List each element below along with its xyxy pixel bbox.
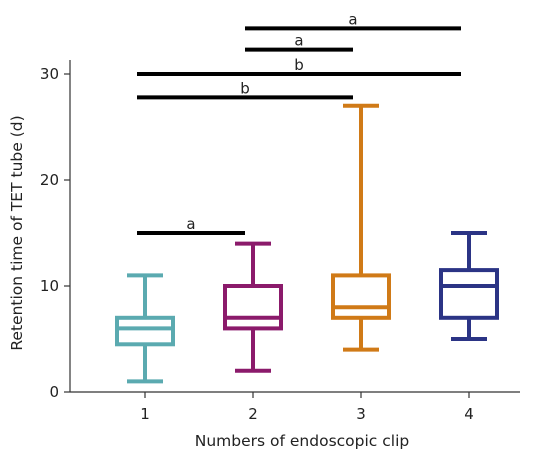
y-tick-label: 20 (40, 171, 59, 189)
y-tick-label: 30 (40, 65, 59, 83)
box-1 (115, 273, 175, 384)
iqr-box (439, 268, 499, 320)
y-axis-label: Retention time of TET tube (d) (8, 115, 26, 350)
significance-label: a (294, 32, 303, 50)
box-2 (223, 241, 283, 373)
significance-label: b (240, 79, 250, 97)
boxes (115, 103, 499, 384)
iqr-box (331, 273, 391, 320)
x-axis-label: Numbers of endoscopic clip (195, 432, 409, 450)
significance-label: a (348, 10, 357, 28)
y-tick-label: 10 (40, 277, 59, 295)
box-3 (331, 103, 391, 352)
box-4 (439, 231, 499, 341)
iqr-box (115, 315, 175, 347)
significance-label: a (186, 215, 195, 233)
x-tick-label: 4 (464, 405, 474, 423)
iqr-box (223, 284, 283, 331)
x-tick-label: 3 (356, 405, 366, 423)
axes: 0 10 20 30 1 2 3 4 (40, 60, 520, 423)
y-ticks: 0 10 20 30 (40, 65, 70, 401)
y-tick-label: 0 (49, 383, 59, 401)
x-tick-label: 1 (140, 405, 150, 423)
x-ticks: 1 2 3 4 (140, 392, 474, 423)
significance-label: b (294, 56, 304, 74)
x-tick-label: 2 (248, 405, 258, 423)
